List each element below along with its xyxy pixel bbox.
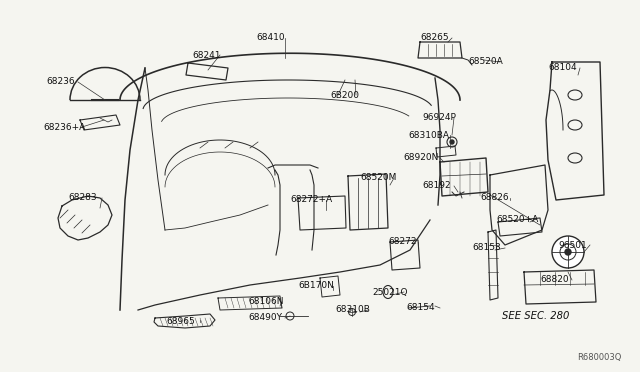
Text: 68283: 68283: [68, 193, 97, 202]
Text: 68520A: 68520A: [468, 58, 503, 67]
Circle shape: [565, 249, 571, 255]
Text: 6B200: 6B200: [330, 90, 359, 99]
Text: 68272+A: 68272+A: [290, 196, 332, 205]
Text: 68154: 68154: [406, 304, 435, 312]
Text: 68520+A: 68520+A: [496, 215, 538, 224]
Circle shape: [552, 236, 584, 268]
Text: 68920N: 68920N: [403, 154, 438, 163]
Text: 68520M: 68520M: [360, 173, 396, 183]
Text: 68236: 68236: [46, 77, 75, 87]
Text: R680003Q: R680003Q: [578, 353, 622, 362]
Circle shape: [450, 140, 454, 144]
Text: 68241: 68241: [192, 51, 221, 60]
Text: 68153: 68153: [472, 244, 500, 253]
Text: 68236+A: 68236+A: [43, 122, 85, 131]
Text: 96924P: 96924P: [422, 113, 456, 122]
Text: 68965: 68965: [166, 317, 195, 327]
Text: 68265: 68265: [420, 33, 449, 42]
Text: 25021Q: 25021Q: [372, 288, 408, 296]
Text: 6B170N: 6B170N: [298, 282, 334, 291]
Text: 68490Y: 68490Y: [248, 314, 282, 323]
Text: 68106N: 68106N: [248, 298, 284, 307]
Text: 68310BA: 68310BA: [408, 131, 449, 140]
Text: SEE SEC. 280: SEE SEC. 280: [502, 311, 570, 321]
Text: 68826: 68826: [480, 193, 509, 202]
Text: 68104: 68104: [548, 64, 577, 73]
Text: 68272: 68272: [388, 237, 417, 247]
Text: 68410: 68410: [256, 33, 285, 42]
Text: 68820: 68820: [540, 276, 568, 285]
Text: 68192: 68192: [422, 182, 451, 190]
Text: 96501: 96501: [558, 241, 587, 250]
Text: 68310B: 68310B: [335, 305, 370, 314]
